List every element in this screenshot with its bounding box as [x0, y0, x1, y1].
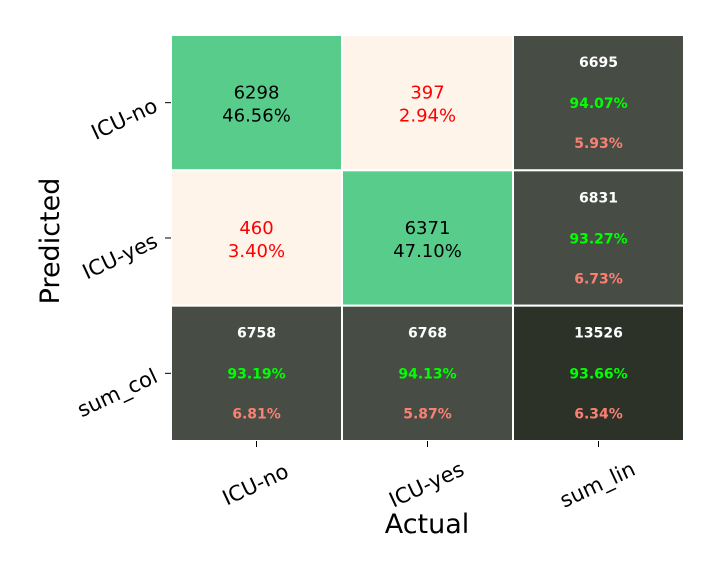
x-tick-label: ICU-no: [219, 459, 293, 510]
summary-error: 6.73%: [574, 271, 623, 287]
cell-count: 6371: [405, 218, 451, 239]
summary-error: 5.87%: [403, 407, 452, 423]
cell-percent: 46.56%: [222, 106, 291, 127]
cell-background: [170, 169, 343, 307]
summary-error: 5.93%: [574, 136, 623, 152]
cell-percent: 47.10%: [393, 241, 462, 262]
summary-count: 6831: [579, 190, 618, 206]
heatmap-cell: 6695 94.07% 5.93%: [512, 34, 685, 172]
x-tick-label: ICU-yes: [385, 457, 467, 512]
cell-percent: 2.94%: [399, 106, 456, 127]
y-tick-label: sum_col: [74, 364, 162, 423]
summary-accuracy: 93.27%: [569, 231, 627, 247]
cell-background: [341, 304, 514, 442]
summary-count: 6758: [237, 326, 276, 342]
y-tick-label: ICU-no: [88, 93, 162, 144]
summary-count: 13526: [574, 326, 623, 342]
cell-count: 397: [410, 83, 444, 104]
heatmap-cell: 6831 93.27% 6.73%: [512, 169, 685, 307]
cell-percent: 3.40%: [228, 241, 285, 262]
summary-count: 6695: [579, 55, 618, 71]
summary-accuracy: 93.19%: [227, 367, 285, 383]
summary-error: 6.34%: [574, 407, 623, 423]
summary-accuracy: 94.07%: [569, 96, 627, 112]
cell-background: [341, 34, 514, 172]
y-axis-label: Predicted: [35, 178, 66, 305]
summary-count: 6768: [408, 326, 447, 342]
x-tick-label: sum_lin: [556, 457, 639, 514]
x-axis-label: Actual: [385, 509, 470, 540]
cell-background: [512, 34, 685, 172]
heatmap-cells: 629846.56%3972.94%669594.07%5.93%4603.40…: [170, 34, 685, 442]
cell-background: [341, 169, 514, 307]
heatmap-cell: 6768 94.13% 5.87%: [341, 304, 514, 442]
y-tick-label: ICU-yes: [79, 229, 161, 284]
summary-error: 6.81%: [232, 407, 281, 423]
cell-count: 6298: [234, 83, 280, 104]
cell-background: [170, 34, 343, 172]
cell-background: [512, 169, 685, 307]
cell-count: 460: [239, 218, 273, 239]
heatmap-cell: 6758 93.19% 6.81%: [170, 304, 343, 442]
summary-accuracy: 94.13%: [398, 367, 456, 383]
heatmap-cell: 13526 93.66% 6.34%: [512, 304, 685, 442]
summary-accuracy: 93.66%: [569, 367, 627, 383]
